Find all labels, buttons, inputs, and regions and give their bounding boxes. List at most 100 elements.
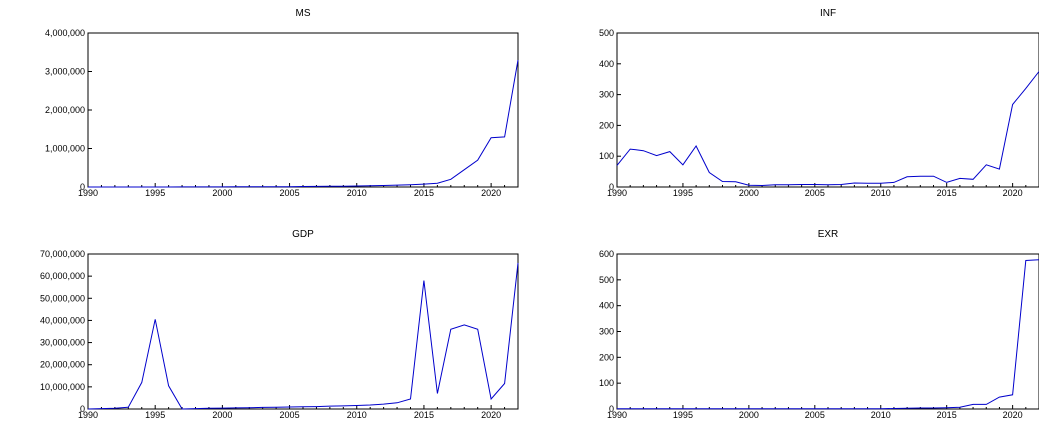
inf-data-point [959,178,960,179]
gdp-x-tick-label: 2015 [414,410,434,420]
ms-data-point [141,186,142,187]
gdp-data-point [155,319,156,320]
inf-x-tick-label: 2015 [937,188,957,198]
exr-y-tick-label: 500 [599,275,614,285]
gdp-data-point [235,407,236,408]
inf-data-point [1025,88,1026,89]
exr-x-tick-label: 2020 [1003,410,1023,420]
ms-data-point [114,186,115,187]
gdp-x-tick-label: 2020 [481,410,501,420]
exr-title: EXR [818,229,839,240]
gdp-title: GDP [292,229,314,240]
inf-data-point [801,184,802,185]
inf-title: INF [820,8,836,19]
exr-data-point [827,408,828,409]
exr-data-point [867,408,868,409]
ms-data-point [168,186,169,187]
inf-y-tick-label: 500 [599,28,614,38]
ms-data-point [370,185,371,186]
inf-x-tick-label: 1990 [607,188,627,198]
gdp-y-tick-label: 50,000,000 [40,293,85,303]
gdp-chart: GDP 0 10,000,000 20,000,000 30,000,000 40,000… [40,229,519,420]
ms-data-point [316,186,317,187]
ms-data-point [356,185,357,186]
exr-plot-frame [616,253,1039,410]
inf-data-point [616,165,617,166]
inf-data-point [788,184,789,185]
exr-x-tick-label: 2005 [805,410,825,420]
inf-data-point [722,181,723,182]
ms-data-point [235,186,236,187]
gdp-data-point [477,329,478,330]
inf-data-point [669,151,670,152]
gdp-data-point [181,408,182,409]
gdp-data-point [464,324,465,325]
gdp-data-point [491,398,492,399]
inf-x-tick-label: 2010 [871,188,891,198]
gdp-data-point [289,406,290,407]
ms-title: MS [296,8,311,19]
exr-y-tick-label: 400 [599,301,614,311]
inf-data-point [986,164,987,165]
exr-data-point [933,407,934,408]
inf-data-point [880,183,881,184]
exr-y-tick-label: 100 [599,378,614,388]
gdp-data-point [114,408,115,409]
exr-data-point [788,408,789,409]
gdp-series-line [87,262,519,410]
gdp-data-point [517,262,518,263]
inf-data-point [775,184,776,185]
exr-data-point [748,408,749,409]
exr-data-point [854,408,855,409]
ms-y-tick-label: 0 [80,182,85,192]
gdp-data-point [383,404,384,405]
ms-data-point [195,186,196,187]
exr-data-point [841,408,842,409]
ms-y-tick-label: 1,000,000 [45,144,85,154]
exr-data-point [893,408,894,409]
ms-data-point [343,186,344,187]
inf-data-point [630,149,631,150]
inf-data-point [999,169,1000,170]
ms-data-point [262,186,263,187]
gdp-x-tick-label: 2000 [212,410,232,420]
exr-data-point [1012,394,1013,395]
inf-data-point [893,182,894,183]
exr-x-tick-label: 1990 [607,410,627,420]
exr-data-point [709,408,710,409]
exr-data-point [761,408,762,409]
inf-chart: INF 0 100 200 300 400 500 1990 1995 2000 2005 2010 2… [599,8,1039,198]
exr-data-point [669,408,670,409]
gdp-data-point [208,408,209,409]
gdp-data-point [262,407,263,408]
inf-data-point [854,182,855,183]
ms-data-point [128,186,129,187]
ms-series-line [88,59,519,188]
gdp-y-tick-label: 60,000,000 [40,271,85,281]
ms-data-point [87,186,88,187]
exr-data-point [775,408,776,409]
exr-data-point [656,408,657,409]
ms-data-point [477,159,478,160]
ms-x-tick-label: 2010 [347,188,367,198]
gdp-data-point [396,402,397,403]
gdp-data-point [410,398,411,399]
ms-data-point [491,137,492,138]
ms-x-tick-label: 2005 [280,188,300,198]
gdp-data-point [316,406,317,407]
ms-data-point [155,186,156,187]
exr-x-tick-label: 1995 [673,410,693,420]
inf-data-point [696,145,697,146]
exr-series-line [617,259,1039,410]
ms-data-point [181,186,182,187]
exr-data-point [959,407,960,408]
ms-plot-frame [87,32,519,188]
inf-data-point [656,155,657,156]
inf-y-tick-label: 0 [609,182,614,192]
inf-x-tick-label: 2000 [739,188,759,198]
exr-data-point [814,408,815,409]
gdp-data-point [128,407,129,408]
gdp-data-point [222,408,223,409]
exr-data-point [972,404,973,405]
